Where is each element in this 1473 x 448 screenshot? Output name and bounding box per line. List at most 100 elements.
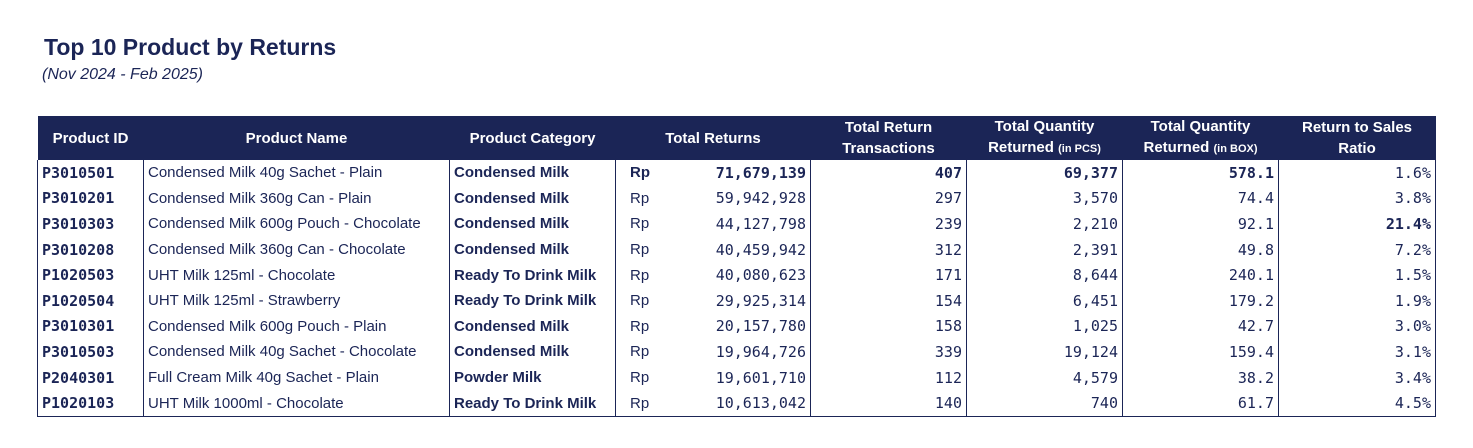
- product-name-cell: Condensed Milk 360g Can - Plain: [143, 185, 450, 212]
- ratio-cell: 3.8%: [1278, 185, 1436, 212]
- ratio-cell: 3.0%: [1278, 313, 1436, 340]
- ratio-cell: 7.2%: [1278, 236, 1436, 263]
- ratio-cell: 1.9%: [1278, 287, 1436, 314]
- table-row: P3010303 Condensed Milk 600g Pouch - Choc…: [37, 211, 1436, 237]
- table-row: P1020504 UHT Milk 125ml - Strawberry Ready…: [37, 287, 1436, 314]
- product-id-cell: P3010303: [37, 211, 144, 237]
- product-category-cell: Condensed Milk: [449, 236, 616, 263]
- currency-cell: Rp: [615, 390, 658, 417]
- qty-box-cell: 179.2: [1122, 287, 1279, 314]
- ratio-cell: 1.6%: [1278, 160, 1436, 186]
- qty-box-cell: 61.7: [1122, 390, 1279, 417]
- total-returns-cell: 44,127,798: [715, 214, 806, 233]
- product-name-cell: Condensed Milk 360g Can - Chocolate: [143, 236, 450, 263]
- currency-cell: Rp: [615, 364, 658, 391]
- qty-box-cell: 159.4: [1122, 339, 1279, 365]
- product-id-cell: P3010301: [37, 313, 144, 340]
- header-qty-box-unit: (in BOX): [1213, 143, 1258, 155]
- header-qty-box: Total Quantity Returned (in BOX): [1122, 116, 1279, 160]
- product-name-cell: UHT Milk 1000ml - Chocolate: [143, 390, 450, 417]
- header-transactions-line2: Transactions: [842, 140, 935, 157]
- table-header-row: Product ID Product Name Product Category…: [37, 116, 1436, 160]
- qty-box-cell: 49.8: [1122, 236, 1279, 263]
- table-row: P1020103 UHT Milk 1000ml - Chocolate Ready…: [37, 390, 1436, 417]
- header-qty-pcs: Total Quantity Returned (in PCS): [966, 116, 1123, 160]
- header-qty-pcs-line2: Returned: [988, 139, 1054, 156]
- header-ratio-line1: Return to Sales: [1301, 119, 1413, 136]
- transactions-cell: 297: [810, 185, 967, 212]
- product-id-cell: P1020503: [37, 262, 144, 288]
- qty-pcs-cell: 3,570: [966, 185, 1123, 212]
- product-name-cell: Condensed Milk 40g Sachet - Plain: [143, 160, 450, 186]
- product-category-cell: Condensed Milk: [449, 185, 616, 212]
- total-returns-cell: 20,157,780: [715, 317, 806, 336]
- qty-pcs-cell: 2,391: [966, 236, 1123, 263]
- total-returns-cell: 40,080,623: [715, 266, 806, 285]
- header-qty-box-line2: Returned: [1143, 139, 1210, 156]
- product-category-cell: Ready To Drink Milk: [449, 287, 616, 314]
- qty-pcs-cell: 69,377: [966, 160, 1123, 186]
- header-total-return-transactions: Total Return Transactions: [810, 116, 967, 160]
- header-product-category: Product Category: [449, 116, 616, 160]
- transactions-cell: 407: [810, 160, 967, 186]
- total-returns-cell: 71,679,139: [715, 163, 806, 182]
- qty-box-cell: 240.1: [1122, 262, 1279, 288]
- page-subtitle: (Nov 2024 - Feb 2025): [42, 66, 203, 83]
- transactions-cell: 171: [810, 262, 967, 288]
- qty-pcs-cell: 2,210: [966, 211, 1123, 237]
- transactions-cell: 112: [810, 364, 967, 391]
- qty-box-cell: 578.1: [1122, 160, 1279, 186]
- product-category-cell: Powder Milk: [449, 364, 616, 391]
- header-product-id: Product ID: [37, 116, 144, 160]
- ratio-cell: 3.1%: [1278, 339, 1436, 365]
- qty-box-cell: 92.1: [1122, 211, 1279, 237]
- total-returns-cell: 10,613,042: [657, 390, 811, 417]
- ratio-cell: 1.5%: [1278, 262, 1436, 288]
- header-product-name: Product Name: [143, 116, 450, 160]
- transactions-cell: 140: [810, 390, 967, 417]
- currency-cell: Rp: [615, 185, 658, 212]
- product-category-cell: Condensed Milk: [449, 160, 616, 186]
- product-id-cell: P2040301: [37, 364, 144, 391]
- qty-pcs-cell: 1,025: [966, 313, 1123, 340]
- total-returns-cell: 29,925,314: [715, 291, 806, 310]
- table-row: P3010501 Condensed Milk 40g Sachet - Plai…: [37, 160, 1436, 186]
- product-name-cell: Condensed Milk 40g Sachet - Chocolate: [143, 339, 450, 365]
- transactions-cell: 158: [810, 313, 967, 340]
- product-id-cell: P3010503: [37, 339, 144, 365]
- product-name-cell: Condensed Milk 600g Pouch - Plain: [143, 313, 450, 340]
- total-returns-cell: 59,942,928: [715, 189, 806, 208]
- currency-cell: Rp: [615, 236, 658, 263]
- currency-cell: Rp: [615, 211, 658, 237]
- product-name-cell: Condensed Milk 600g Pouch - Chocolate: [143, 211, 450, 237]
- qty-pcs-cell: 4,579: [966, 364, 1123, 391]
- ratio-cell: 21.4%: [1278, 211, 1436, 237]
- header-qty-box-line1: Total Quantity: [1150, 118, 1251, 135]
- product-id-cell: P3010201: [37, 185, 144, 212]
- product-name-cell: Full Cream Milk 40g Sachet - Plain: [143, 364, 450, 391]
- table-row: P2040301 Full Cream Milk 40g Sachet - Pla…: [37, 364, 1436, 391]
- qty-box-cell: 42.7: [1122, 313, 1279, 340]
- transactions-cell: 312: [810, 236, 967, 263]
- product-name-cell: UHT Milk 125ml - Chocolate: [143, 262, 450, 288]
- ratio-cell: 3.4%: [1278, 364, 1436, 391]
- header-return-ratio: Return to Sales Ratio: [1278, 116, 1436, 160]
- qty-pcs-cell: 8,644: [966, 262, 1123, 288]
- product-category-cell: Condensed Milk: [449, 339, 616, 365]
- table-row: P3010208 Condensed Milk 360g Can - Chocol…: [37, 236, 1436, 263]
- header-ratio-line2: Ratio: [1338, 140, 1376, 157]
- header-total-returns: Total Returns: [615, 116, 811, 160]
- header-qty-pcs-line1: Total Quantity: [994, 118, 1095, 135]
- transactions-cell: 154: [810, 287, 967, 314]
- currency-cell: Rp: [615, 313, 658, 340]
- header-qty-pcs-unit: (in PCS): [1058, 143, 1101, 155]
- currency-cell: Rp: [615, 160, 658, 186]
- product-id-cell: P1020103: [37, 390, 144, 417]
- product-id-cell: P1020504: [37, 287, 144, 314]
- currency-cell: Rp: [615, 339, 658, 365]
- header-transactions-line1: Total Return: [844, 119, 933, 136]
- table-row: P1020503 UHT Milk 125ml - Chocolate Ready …: [37, 262, 1436, 288]
- total-returns-cell: 19,964,726: [715, 342, 806, 361]
- transactions-cell: 339: [810, 339, 967, 365]
- qty-box-cell: 38.2: [1122, 364, 1279, 391]
